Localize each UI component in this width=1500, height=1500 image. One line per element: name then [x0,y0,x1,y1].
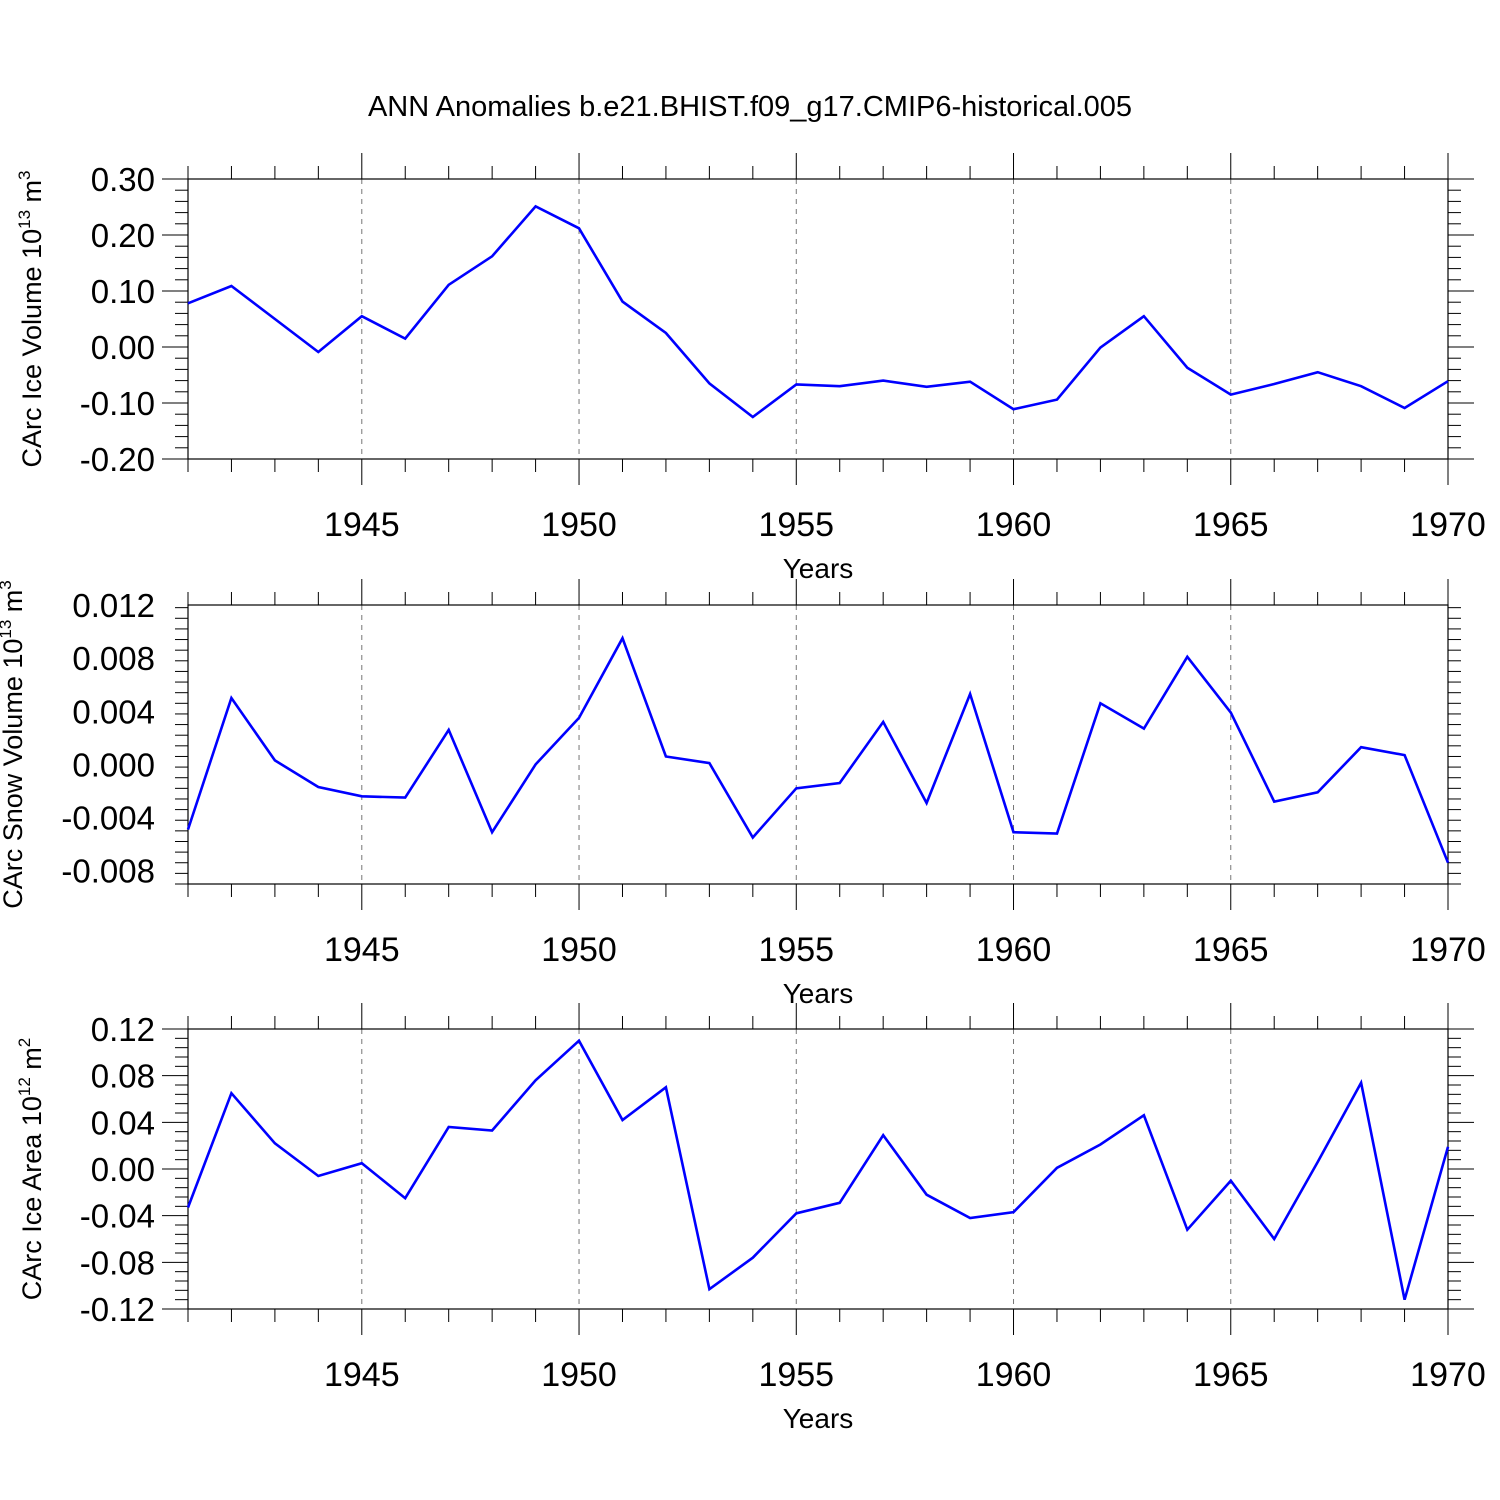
y-tick-label: -0.008 [61,853,155,890]
x-axis-label: Years [783,1403,854,1434]
x-tick-label: 1955 [758,1356,834,1394]
y-axis-label-unit: m [17,1047,47,1077]
y-tick-label: -0.04 [80,1198,155,1235]
y-tick-label: -0.004 [61,800,155,837]
x-tick-label: 1965 [1193,931,1269,969]
x-tick-label: 1965 [1193,1356,1269,1394]
y-tick-label: 0.000 [72,746,155,783]
x-tick-label: 1945 [324,506,400,544]
figure-title: ANN Anomalies b.e21.BHIST.f09_g17.CMIP6-… [368,91,1132,123]
y-axis-label: CArc Ice Area 1012 m2 [15,1038,47,1301]
y-tick-label: -0.10 [80,385,155,422]
x-tick-label: 1950 [541,1356,617,1394]
x-tick-label: 1945 [324,931,400,969]
y-axis-label-text: CArc Ice Volume 10 [17,229,47,468]
x-tick-label: 1970 [1410,506,1486,544]
y-tick-label: 0.12 [91,1011,155,1048]
y-axis-label-exponent: 13 [0,620,15,639]
y-tick-label: 0.04 [91,1104,155,1141]
y-tick-label: -0.20 [80,441,155,478]
y-tick-label: -0.08 [80,1244,155,1281]
y-axis-label: CArc Snow Volume 1013 m3 [0,580,28,909]
x-tick-label: 1955 [758,506,834,544]
y-tick-label: 0.08 [91,1058,155,1095]
plot-frame [187,1028,1449,1310]
x-tick-label: 1970 [1410,931,1486,969]
chart-panel-3: 1945 1950 1955 1960 1965 1970 Years -0.12 -0.08 -… [15,1003,1486,1434]
y-tick-label: 0.10 [91,273,155,310]
series-line [187,204,1449,419]
panels: 1945 1950 1955 1960 1965 1970 Years -0.20 -0.10 0… [0,153,1486,1434]
series-line [186,635,1450,864]
plot-frame [187,178,1449,460]
y-axis-label-unit: m [17,180,47,210]
y-axis-label-unit-exponent: 2 [15,1038,34,1047]
y-axis-label-exponent: 13 [15,210,34,229]
x-tick-label: 1960 [976,1356,1052,1394]
chart-panel-2: 1945 1950 1955 1960 1965 1970 Years -0.008 -0.00… [0,579,1486,1009]
y-tick-label: 0.004 [72,693,155,730]
y-axis-label-unit: m [0,590,28,620]
x-tick-label: 1950 [541,506,617,544]
y-axis-label-text: CArc Ice Area 10 [17,1096,47,1300]
y-tick-label: 0.00 [91,329,155,366]
series-line [186,1038,1450,1301]
y-tick-label: 0.012 [72,587,155,624]
y-axis-label-exponent: 12 [15,1077,34,1096]
x-tick-label: 1955 [758,931,834,969]
x-tick-label: 1960 [976,506,1052,544]
y-tick-label: 0.20 [91,217,155,254]
y-tick-label: 0.30 [91,161,155,198]
x-axis-label: Years [783,553,854,584]
x-tick-label: 1945 [324,1356,400,1394]
chart-panel-1: 1945 1950 1955 1960 1965 1970 Years -0.20 -0.10 0… [15,153,1486,584]
y-axis-label-unit-exponent: 3 [15,170,34,179]
y-axis-label: CArc Ice Volume 1013 m3 [15,170,47,467]
x-tick-label: 1960 [976,931,1052,969]
x-tick-label: 1970 [1410,1356,1486,1394]
y-tick-label: 0.00 [91,1151,155,1188]
y-axis-label-text: CArc Snow Volume 10 [0,639,28,909]
y-axis-label-unit-exponent: 3 [0,580,15,589]
plot-frame [187,604,1449,885]
x-tick-label: 1950 [541,931,617,969]
x-axis-label: Years [783,978,854,1009]
y-tick-label: 0.008 [72,640,155,677]
y-tick-label: -0.12 [80,1291,155,1328]
x-tick-label: 1965 [1193,506,1269,544]
